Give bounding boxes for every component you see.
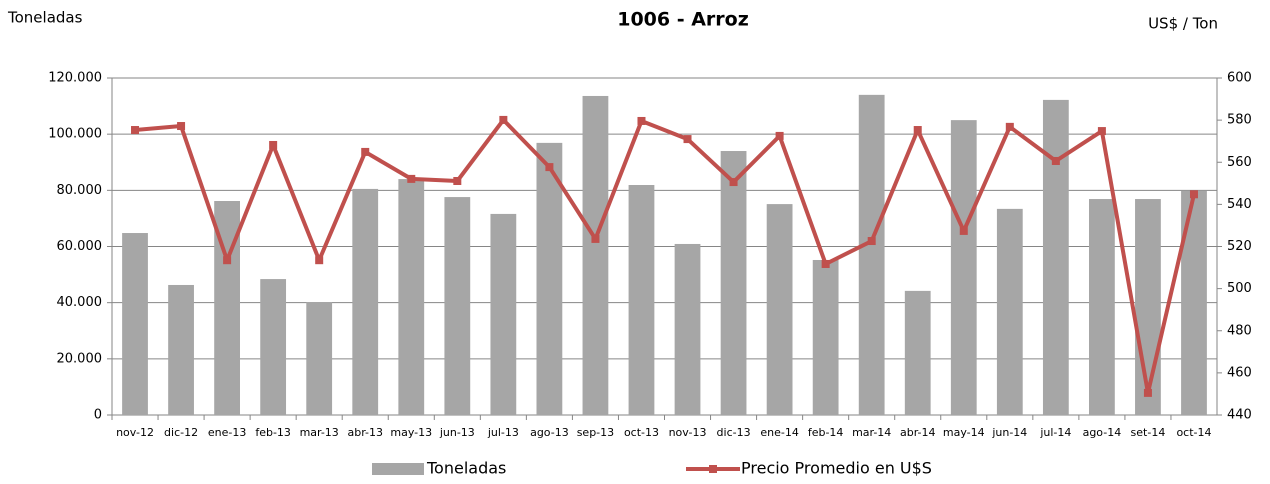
bar <box>766 204 793 415</box>
bar <box>720 151 747 415</box>
bar <box>444 197 471 415</box>
bar <box>122 233 148 415</box>
x-tick-label: dic-12 <box>164 426 198 439</box>
y2-tick-label: 560 <box>1227 155 1252 170</box>
y-tick-label: 60.000 <box>57 239 103 254</box>
x-tick-label: jun-14 <box>991 426 1027 439</box>
bar <box>1089 199 1115 415</box>
line-marker <box>821 259 830 268</box>
legend-label: Toneladas <box>426 459 506 478</box>
x-tick-label: may-13 <box>390 426 432 439</box>
line-marker <box>1051 156 1060 165</box>
x-tick-label: ago-14 <box>1083 426 1122 439</box>
line-marker <box>453 176 462 185</box>
line-marker <box>591 234 600 243</box>
y-tick-label: 0 <box>94 408 102 423</box>
x-tick-label: ene-14 <box>760 426 798 439</box>
line-marker <box>131 126 140 135</box>
line-marker <box>545 163 554 172</box>
x-tick-label: oct-13 <box>624 426 659 439</box>
line-marker <box>1143 388 1152 397</box>
y2-tick-label: 600 <box>1227 71 1252 86</box>
y2-tick-label: 500 <box>1227 281 1252 296</box>
bar <box>168 284 194 415</box>
bar <box>398 179 425 415</box>
x-tick-label: set-14 <box>1131 426 1166 439</box>
bar <box>628 184 655 415</box>
x-tick-label: mar-13 <box>300 426 339 439</box>
line-marker <box>223 256 232 265</box>
x-tick-label: feb-14 <box>808 426 844 439</box>
y2-axis-label: US$ / Ton <box>1148 15 1218 33</box>
line-marker <box>1005 122 1014 131</box>
x-tick-label: ene-13 <box>208 426 246 439</box>
line-marker <box>637 116 646 125</box>
legend-swatch <box>372 463 424 475</box>
y-tick-label: 40.000 <box>57 295 103 310</box>
x-tick-label: nov-12 <box>116 426 154 439</box>
bar <box>306 302 333 415</box>
bar <box>1135 199 1161 415</box>
line-marker <box>361 147 370 156</box>
line-marker <box>315 256 324 265</box>
bar <box>904 290 931 415</box>
y2-tick-label: 540 <box>1227 197 1252 212</box>
x-tick-label: abr-14 <box>900 426 936 439</box>
bar <box>536 142 563 415</box>
y-tick-label: 100.000 <box>48 127 102 142</box>
line-marker <box>959 226 968 235</box>
line-marker <box>407 174 416 183</box>
line-marker <box>775 131 784 140</box>
y2-tick-label: 440 <box>1227 408 1252 423</box>
line-marker <box>1097 127 1106 136</box>
line-marker <box>683 135 692 144</box>
bar <box>674 243 701 415</box>
line-marker <box>913 126 922 135</box>
y2-tick-label: 580 <box>1227 113 1252 128</box>
x-tick-label: may-14 <box>943 426 985 439</box>
x-tick-label: nov-13 <box>669 426 707 439</box>
y-tick-label: 80.000 <box>57 183 103 198</box>
y-tick-label: 120.000 <box>48 71 102 86</box>
x-tick-label: oct-14 <box>1176 426 1211 439</box>
bar <box>812 259 839 415</box>
bar <box>352 188 379 415</box>
y2-tick-label: 480 <box>1227 323 1252 338</box>
y2-tick-label: 520 <box>1227 239 1252 254</box>
line-marker <box>499 115 508 124</box>
bar <box>950 120 977 415</box>
line-marker <box>729 178 738 187</box>
bar <box>260 279 287 415</box>
bar <box>490 213 517 415</box>
bar <box>1042 99 1069 415</box>
x-tick-label: mar-14 <box>852 426 891 439</box>
line-marker <box>1189 190 1198 199</box>
line-marker <box>177 122 186 131</box>
x-tick-label: feb-13 <box>255 426 291 439</box>
bar <box>858 94 885 415</box>
x-tick-label: ago-13 <box>530 426 569 439</box>
legend-label: Precio Promedio en U$S <box>741 459 932 478</box>
chart-title: 1006 - Arroz <box>617 9 749 31</box>
x-tick-label: dic-13 <box>717 426 751 439</box>
x-tick-label: jul-14 <box>1039 426 1071 439</box>
x-tick-label: abr-13 <box>347 426 383 439</box>
line-marker <box>269 140 278 149</box>
x-tick-label: jun-13 <box>439 426 475 439</box>
y-axis-label: Toneladas <box>7 9 83 27</box>
y-tick-label: 20.000 <box>57 351 103 366</box>
line-marker <box>867 237 876 246</box>
line <box>134 117 1196 395</box>
bar <box>996 208 1023 415</box>
bar <box>582 95 609 416</box>
y2-tick-label: 460 <box>1227 365 1252 380</box>
x-tick-label: jul-13 <box>487 426 519 439</box>
x-tick-label: sep-13 <box>577 426 614 439</box>
legend-swatch <box>709 465 717 473</box>
